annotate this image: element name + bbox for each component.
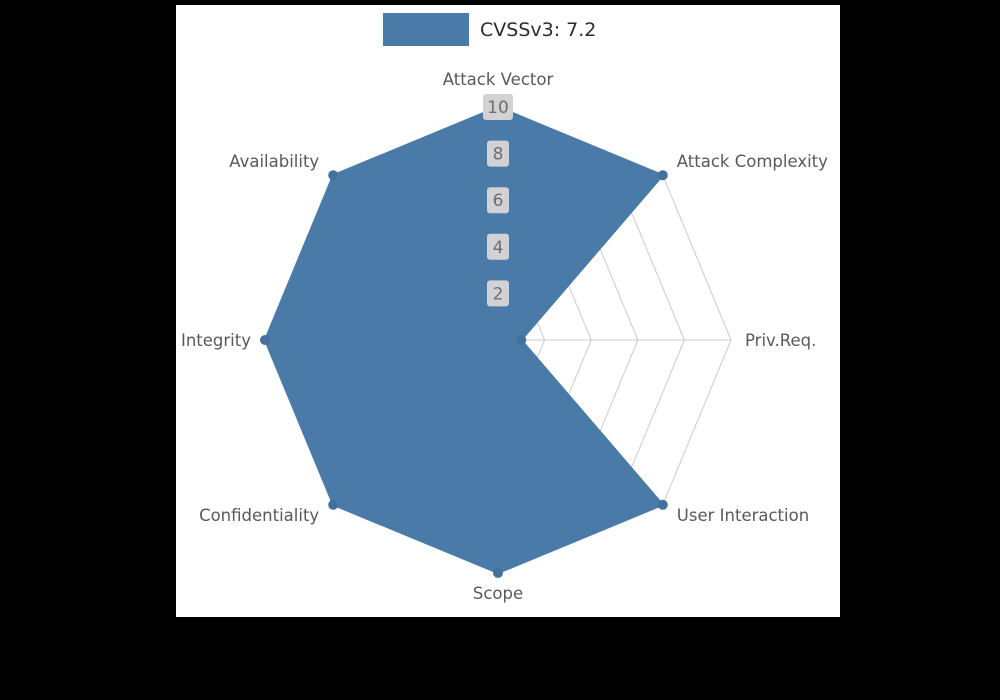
legend-swatch: [383, 13, 469, 46]
axis-label: Priv.Req.: [745, 331, 816, 350]
axis-label: Integrity: [181, 331, 251, 350]
axis-label: Scope: [473, 584, 523, 603]
vertex-marker: [657, 499, 668, 510]
tick-label: 8: [493, 145, 504, 165]
tick-label: 10: [487, 98, 509, 118]
vertex-marker: [328, 499, 339, 510]
vertex-marker: [493, 568, 503, 578]
axis-label: Availability: [229, 152, 319, 171]
axis-label: Confidentiality: [199, 506, 319, 525]
axis-label: Attack Vector: [443, 70, 554, 89]
legend: CVSSv3: 7.2: [383, 13, 596, 46]
tick-label: 4: [493, 238, 504, 258]
tick-chip: [487, 280, 509, 307]
tick-chip: [487, 233, 509, 260]
axis-label: User Interaction: [677, 506, 809, 525]
tick-chip: [487, 140, 509, 167]
vertex-marker: [328, 170, 339, 181]
vertex-marker: [516, 335, 527, 345]
vertex-marker: [260, 335, 270, 345]
tick-label: 6: [493, 191, 504, 211]
radar-chart-svg: 2 4 6 8 10 Attack Vector Attack Complexity Priv…: [181, 70, 828, 603]
tick-chip: [483, 94, 513, 120]
legend-label: CVSSv3: 7.2: [480, 18, 597, 41]
radar-figure: CVSSv3: 7.2 2 4 6 8 10 Attack Vector Attack Co…: [176, 5, 840, 617]
tick-label: 2: [493, 284, 504, 304]
axis-label: Attack Complexity: [677, 152, 828, 171]
tick-chip: [487, 187, 509, 214]
vertex-marker: [657, 170, 668, 181]
